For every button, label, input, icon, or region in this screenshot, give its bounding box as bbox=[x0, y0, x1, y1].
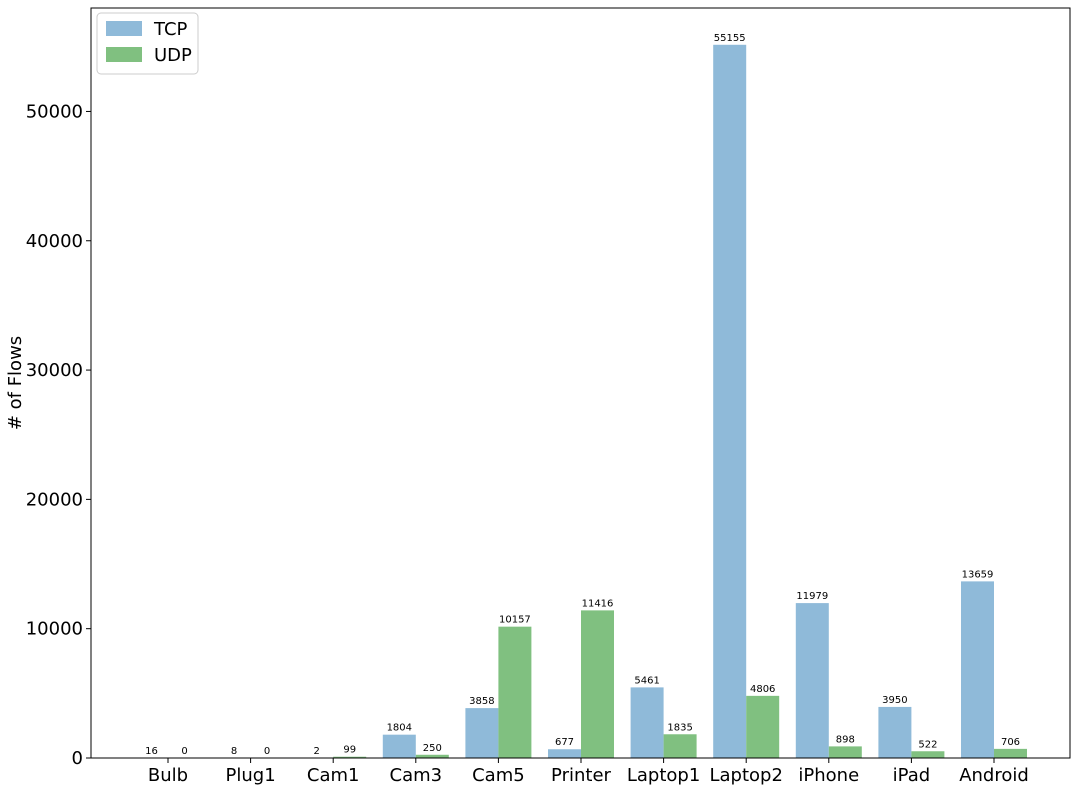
bar-udp-laptop1 bbox=[663, 734, 697, 758]
x-axis-ticks: Bulb Plug1 Cam1 Cam3 Cam5 Printer Laptop1 Lapto… bbox=[148, 758, 1029, 786]
bars-group bbox=[135, 44, 1027, 758]
data-label-tcp-iphone: 11979 bbox=[796, 591, 828, 602]
y-tick-label: 50000 bbox=[26, 101, 83, 122]
x-tick-label: Printer bbox=[551, 765, 611, 786]
legend-swatch-udp bbox=[106, 47, 142, 62]
data-label-udp-printer: 11416 bbox=[582, 598, 614, 609]
bar-udp-ipad bbox=[911, 751, 945, 758]
y-tick-label: 20000 bbox=[26, 489, 83, 510]
data-label-udp-cam3: 250 bbox=[423, 743, 442, 754]
x-tick-label: Cam3 bbox=[390, 765, 443, 786]
bar-udp-cam1 bbox=[333, 756, 367, 758]
bar-tcp-cam5 bbox=[465, 708, 499, 758]
data-label-tcp-laptop2: 55155 bbox=[714, 33, 746, 44]
y-axis-title: # of Flows bbox=[5, 336, 26, 430]
bar-tcp-cam3 bbox=[382, 734, 416, 758]
data-label-udp-bulb: 0 bbox=[181, 746, 187, 757]
x-tick-label: Cam5 bbox=[472, 765, 525, 786]
bar-tcp-printer bbox=[548, 749, 581, 758]
bar-udp-android bbox=[994, 748, 1027, 758]
data-label-udp-ipad: 522 bbox=[918, 739, 937, 750]
x-tick-label: Plug1 bbox=[226, 765, 276, 786]
data-label-tcp-ipad: 3950 bbox=[882, 695, 907, 706]
bar-udp-laptop2 bbox=[746, 695, 780, 758]
data-label-tcp-android: 13659 bbox=[962, 569, 994, 580]
data-label-tcp-cam3: 1804 bbox=[387, 723, 412, 734]
data-label-udp-android: 706 bbox=[1001, 737, 1020, 748]
bar-tcp-iphone bbox=[795, 603, 829, 758]
data-label-tcp-laptop1: 5461 bbox=[634, 675, 659, 686]
y-axis-ticks: 0 10000 20000 30000 40000 50000 bbox=[26, 101, 91, 769]
data-label-udp-cam5: 10157 bbox=[499, 615, 531, 626]
bar-tcp-ipad bbox=[878, 706, 912, 758]
data-label-udp-laptop2: 4806 bbox=[750, 684, 775, 695]
x-tick-label: iPhone bbox=[798, 765, 859, 786]
y-tick-label: 0 bbox=[72, 748, 83, 769]
bar-tcp-android bbox=[961, 581, 994, 758]
x-tick-label: Cam1 bbox=[307, 765, 360, 786]
bar-udp-cam3 bbox=[415, 754, 449, 758]
bar-tcp-laptop1 bbox=[630, 687, 664, 758]
x-tick-label: Android bbox=[959, 765, 1029, 786]
data-label-udp-iphone: 898 bbox=[836, 734, 855, 745]
data-label-tcp-cam1: 2 bbox=[314, 746, 320, 757]
legend-label-tcp: TCP bbox=[153, 19, 188, 40]
data-label-tcp-cam5: 3858 bbox=[469, 696, 494, 707]
y-tick-label: 10000 bbox=[26, 619, 83, 640]
data-label-udp-cam1: 99 bbox=[343, 745, 356, 756]
legend-label-udp: UDP bbox=[154, 45, 192, 66]
data-label-tcp-plug1: 8 bbox=[231, 746, 237, 757]
x-tick-label: Laptop1 bbox=[627, 765, 700, 786]
bar-udp-cam5 bbox=[498, 626, 532, 758]
y-tick-label: 40000 bbox=[26, 231, 83, 252]
x-tick-label: Bulb bbox=[148, 765, 188, 786]
bar-udp-iphone bbox=[828, 746, 862, 758]
bar-udp-printer bbox=[581, 610, 614, 758]
legend-swatch-tcp bbox=[106, 21, 142, 36]
data-label-tcp-bulb: 16 bbox=[145, 746, 158, 757]
plot-frame bbox=[90, 7, 1071, 759]
legend: TCP UDP bbox=[96, 12, 199, 75]
data-labels-group: 16 0 8 0 2 99 1804 250 3858 10157 677 11416 5461 1835… bbox=[145, 33, 1020, 757]
x-tick-label: iPad bbox=[893, 765, 931, 786]
data-label-udp-laptop1: 1835 bbox=[667, 722, 692, 733]
plot-background bbox=[91, 8, 1070, 758]
y-tick-label: 30000 bbox=[26, 360, 83, 381]
x-tick-label: Laptop2 bbox=[709, 765, 782, 786]
data-label-tcp-printer: 677 bbox=[555, 737, 574, 748]
bar-tcp-laptop2 bbox=[713, 44, 747, 758]
data-label-udp-plug1: 0 bbox=[264, 746, 270, 757]
